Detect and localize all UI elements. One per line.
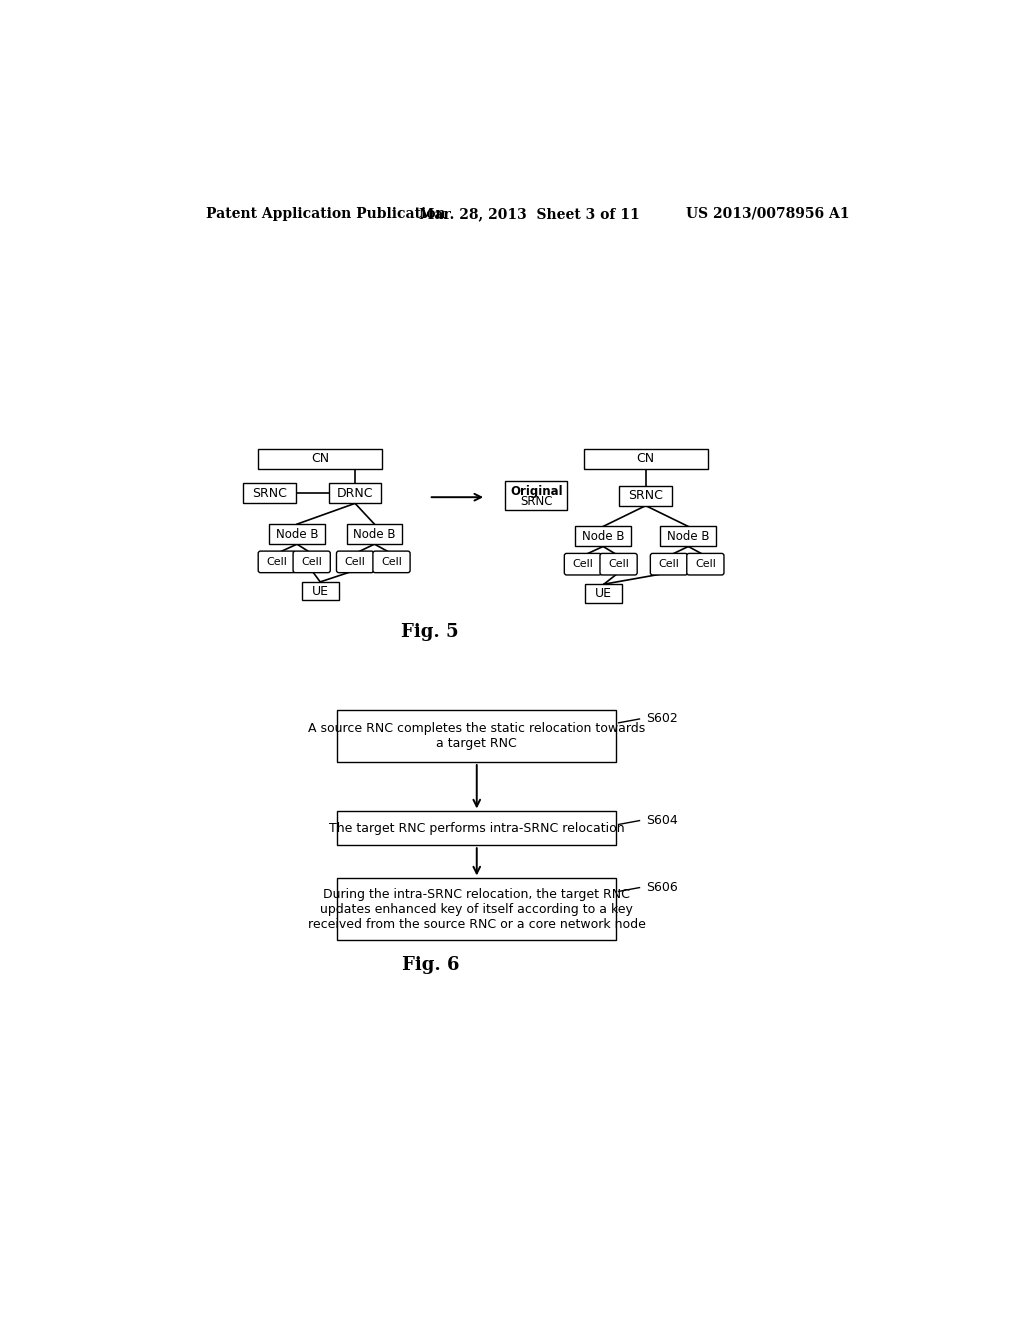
FancyBboxPatch shape (584, 449, 708, 469)
Text: Cell: Cell (608, 560, 629, 569)
Text: S602: S602 (646, 713, 678, 726)
FancyBboxPatch shape (600, 553, 637, 576)
FancyBboxPatch shape (620, 486, 672, 506)
Text: Cell: Cell (381, 557, 402, 566)
Text: The target RNC performs intra-SRNC relocation: The target RNC performs intra-SRNC reloc… (329, 822, 625, 834)
Text: SRNC: SRNC (520, 495, 553, 508)
Text: CN: CN (637, 453, 654, 465)
FancyBboxPatch shape (302, 582, 339, 601)
Text: Node B: Node B (275, 528, 318, 541)
FancyBboxPatch shape (586, 585, 623, 603)
Text: During the intra-SRNC relocation, the target RNC
updates enhanced key of itself : During the intra-SRNC relocation, the ta… (308, 887, 646, 931)
Text: S606: S606 (646, 880, 678, 894)
FancyBboxPatch shape (329, 483, 381, 503)
FancyBboxPatch shape (293, 552, 331, 573)
Text: CN: CN (311, 453, 330, 465)
FancyBboxPatch shape (244, 483, 296, 503)
Text: Cell: Cell (301, 557, 323, 566)
Text: Node B: Node B (353, 528, 395, 541)
Text: Patent Application Publication: Patent Application Publication (206, 207, 445, 220)
FancyBboxPatch shape (269, 524, 325, 544)
Text: Node B: Node B (582, 529, 625, 543)
Text: US 2013/0078956 A1: US 2013/0078956 A1 (686, 207, 850, 220)
Text: SRNC: SRNC (252, 487, 288, 500)
Text: SRNC: SRNC (629, 490, 664, 502)
Text: UE: UE (595, 587, 612, 601)
Text: Mar. 28, 2013  Sheet 3 of 11: Mar. 28, 2013 Sheet 3 of 11 (419, 207, 639, 220)
FancyBboxPatch shape (575, 527, 631, 546)
FancyBboxPatch shape (337, 878, 616, 940)
Text: A source RNC completes the static relocation towards
a target RNC: A source RNC completes the static reloca… (308, 722, 645, 750)
FancyBboxPatch shape (258, 552, 295, 573)
FancyBboxPatch shape (258, 449, 382, 469)
FancyBboxPatch shape (506, 480, 567, 511)
FancyBboxPatch shape (564, 553, 601, 576)
Text: Original: Original (510, 484, 563, 498)
Text: Fig. 6: Fig. 6 (401, 957, 459, 974)
FancyBboxPatch shape (337, 710, 616, 762)
Text: S604: S604 (646, 814, 678, 828)
Text: Cell: Cell (345, 557, 366, 566)
Text: Node B: Node B (667, 529, 710, 543)
Text: DRNC: DRNC (337, 487, 374, 500)
FancyBboxPatch shape (687, 553, 724, 576)
Text: Cell: Cell (266, 557, 288, 566)
FancyBboxPatch shape (337, 812, 616, 845)
FancyBboxPatch shape (337, 552, 374, 573)
Text: UE: UE (311, 585, 329, 598)
FancyBboxPatch shape (650, 553, 687, 576)
FancyBboxPatch shape (346, 524, 402, 544)
FancyBboxPatch shape (373, 552, 410, 573)
Text: Cell: Cell (572, 560, 593, 569)
Text: Fig. 5: Fig. 5 (401, 623, 459, 642)
FancyBboxPatch shape (660, 527, 716, 546)
Text: Cell: Cell (695, 560, 716, 569)
Text: Cell: Cell (658, 560, 679, 569)
